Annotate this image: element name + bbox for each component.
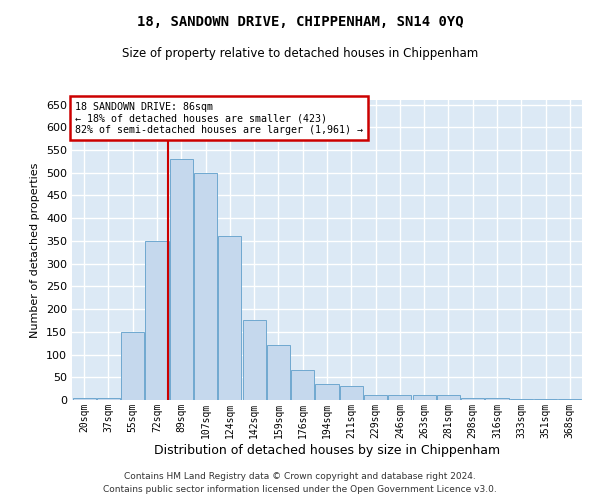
Text: 18, SANDOWN DRIVE, CHIPPENHAM, SN14 0YQ: 18, SANDOWN DRIVE, CHIPPENHAM, SN14 0YQ <box>137 15 463 29</box>
Bar <box>364 396 387 400</box>
Bar <box>218 236 241 400</box>
Bar <box>291 370 314 400</box>
Bar <box>316 384 338 400</box>
Bar <box>121 332 144 400</box>
X-axis label: Distribution of detached houses by size in Chippenham: Distribution of detached houses by size … <box>154 444 500 456</box>
Bar <box>97 398 120 400</box>
Bar <box>534 399 557 400</box>
Bar <box>461 398 484 400</box>
Bar <box>73 398 95 400</box>
Y-axis label: Number of detached properties: Number of detached properties <box>31 162 40 338</box>
Bar <box>340 386 363 400</box>
Bar <box>559 399 581 400</box>
Bar <box>242 320 266 400</box>
Bar <box>267 346 290 400</box>
Text: Contains public sector information licensed under the Open Government Licence v3: Contains public sector information licen… <box>103 485 497 494</box>
Bar <box>194 172 217 400</box>
Bar <box>437 396 460 400</box>
Bar <box>388 396 412 400</box>
Text: Size of property relative to detached houses in Chippenham: Size of property relative to detached ho… <box>122 48 478 60</box>
Bar <box>510 399 533 400</box>
Text: 18 SANDOWN DRIVE: 86sqm
← 18% of detached houses are smaller (423)
82% of semi-d: 18 SANDOWN DRIVE: 86sqm ← 18% of detache… <box>74 102 362 134</box>
Bar <box>413 396 436 400</box>
Text: Contains HM Land Registry data © Crown copyright and database right 2024.: Contains HM Land Registry data © Crown c… <box>124 472 476 481</box>
Bar <box>485 398 509 400</box>
Bar <box>170 159 193 400</box>
Bar <box>145 241 169 400</box>
